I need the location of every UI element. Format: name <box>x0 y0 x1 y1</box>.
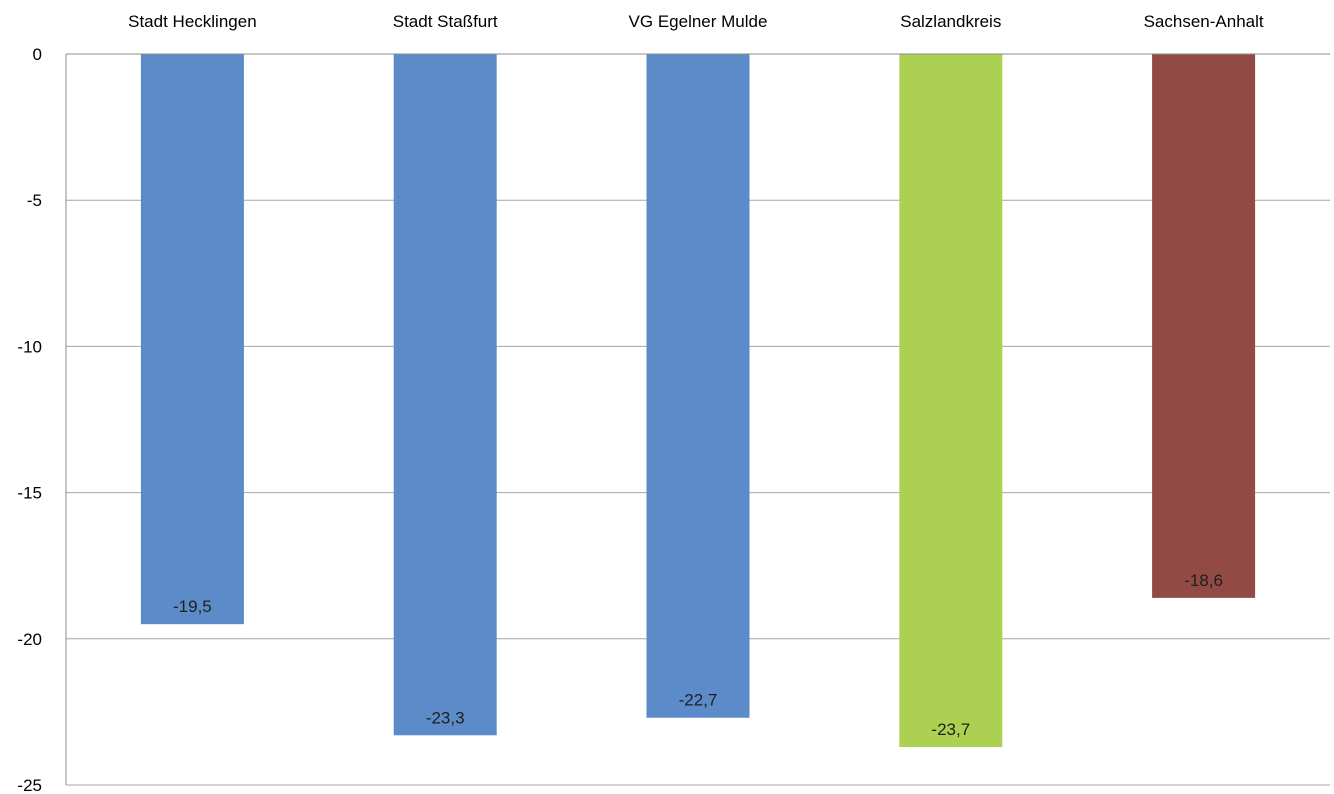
y-tick-label: -20 <box>17 630 42 649</box>
data-label: -19,5 <box>173 597 212 616</box>
y-tick-label: -25 <box>17 776 42 794</box>
category-label: Stadt Hecklingen <box>128 12 257 31</box>
category-label: Stadt Staßfurt <box>393 12 498 31</box>
bar <box>899 54 1003 747</box>
y-tick-label: -15 <box>17 484 42 503</box>
data-label: -23,7 <box>931 720 970 739</box>
bar <box>393 54 497 736</box>
data-label: -18,6 <box>1184 571 1223 590</box>
category-label: Salzlandkreis <box>900 12 1001 31</box>
y-tick-label: 0 <box>33 45 42 64</box>
bars <box>140 54 1256 747</box>
category-label: VG Egelner Mulde <box>629 12 768 31</box>
y-tick-label: -5 <box>27 191 42 210</box>
y-tick-label: -10 <box>17 337 42 356</box>
data-label: -22,7 <box>679 691 718 710</box>
labels: 0 -5 -10 -15 -20 -25 -19,5 Stadt Hecklingen -23,… <box>17 12 1263 794</box>
bar <box>140 54 244 625</box>
bar <box>1152 54 1256 598</box>
data-label: -23,3 <box>426 708 465 727</box>
axes <box>65 53 1330 786</box>
bar <box>646 54 750 718</box>
category-label: Sachsen-Anhalt <box>1144 12 1264 31</box>
